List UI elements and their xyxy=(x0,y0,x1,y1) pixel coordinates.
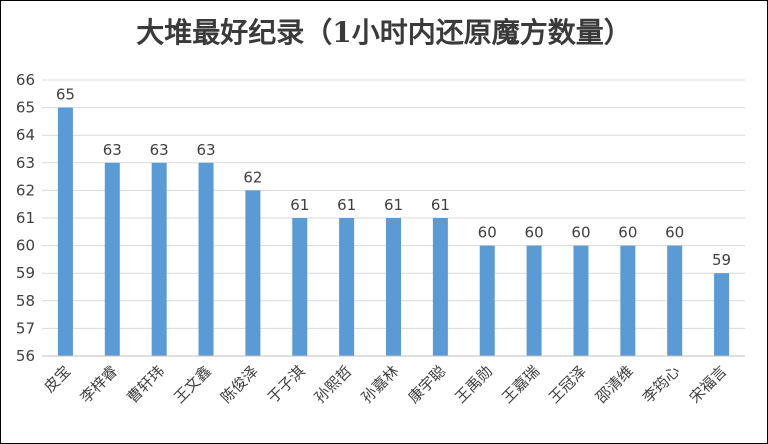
x-tick-label: 王文鑫 xyxy=(170,362,215,407)
y-tick-label: 60 xyxy=(16,237,35,255)
x-tick-label: 邵清维 xyxy=(592,362,637,407)
bar xyxy=(667,245,683,356)
y-tick-label: 56 xyxy=(16,347,35,365)
bar xyxy=(292,218,308,356)
bar xyxy=(57,107,73,356)
data-label: 62 xyxy=(243,168,262,186)
x-tick-label: 孙熙哲 xyxy=(311,362,356,407)
y-axis-ticks: 56 57 58 59 60 61 62 63 64 65 66 xyxy=(16,71,35,365)
x-tick-label: 陈俊泽 xyxy=(217,362,262,407)
data-label: 63 xyxy=(150,141,169,159)
bar xyxy=(714,273,730,356)
data-label: 60 xyxy=(665,224,684,242)
data-label: 61 xyxy=(337,196,356,214)
y-tick-label: 58 xyxy=(16,292,35,310)
x-tick-label: 王禹勋 xyxy=(452,362,497,407)
data-label: 59 xyxy=(712,251,731,269)
x-tick-label: 皮宝 xyxy=(40,362,74,396)
y-tick-label: 57 xyxy=(16,319,35,337)
x-tick-label: 王冠泽 xyxy=(545,362,590,407)
bar xyxy=(573,245,589,356)
bar xyxy=(479,245,495,356)
bar xyxy=(245,190,261,356)
data-label: 60 xyxy=(525,224,544,242)
data-label: 60 xyxy=(571,224,590,242)
bar xyxy=(198,162,214,356)
x-tick-label: 康宇聪 xyxy=(405,362,450,407)
x-tick-label: 李梓睿 xyxy=(77,362,122,407)
data-label: 65 xyxy=(56,86,75,104)
bar xyxy=(104,162,120,356)
y-tick-label: 62 xyxy=(16,181,35,199)
data-labels: 65 63 63 63 62 61 61 61 61 60 60 60 60 60 59 xyxy=(56,86,731,270)
bar xyxy=(432,218,448,356)
bar xyxy=(526,245,542,356)
x-tick-label: 曹轩玮 xyxy=(123,362,168,407)
bars xyxy=(57,107,730,356)
x-tick-label: 李筠心 xyxy=(639,362,684,407)
data-label: 60 xyxy=(478,224,497,242)
data-label: 61 xyxy=(290,196,309,214)
data-label: 61 xyxy=(384,196,403,214)
data-label: 63 xyxy=(103,141,122,159)
y-tick-label: 66 xyxy=(16,71,35,89)
chart-title: 大堆最好纪录（1小时内还原魔方数量） xyxy=(136,16,632,49)
y-tick-label: 61 xyxy=(16,209,35,227)
data-label: 61 xyxy=(431,196,450,214)
x-tick-label: 于子淇 xyxy=(264,362,309,407)
bar xyxy=(386,218,401,356)
y-tick-label: 64 xyxy=(16,126,35,144)
bar xyxy=(339,218,355,356)
bar xyxy=(620,245,636,356)
data-label: 63 xyxy=(196,141,215,159)
x-tick-label: 孙嘉林 xyxy=(358,362,403,407)
bar xyxy=(151,162,167,356)
data-label: 60 xyxy=(618,224,637,242)
x-axis-ticks: 皮宝 李梓睿 曹轩玮 王文鑫 陈俊泽 于子淇 孙熙哲 孙嘉林 康宇聪 王禹勋 王嘉瑞 王冠泽 邵清维 李筠… xyxy=(40,362,730,407)
x-tick-label: 宋福言 xyxy=(686,362,731,407)
y-tick-label: 65 xyxy=(16,99,35,117)
y-tick-label: 59 xyxy=(16,264,35,282)
x-tick-label: 王嘉瑞 xyxy=(498,362,543,407)
y-tick-label: 63 xyxy=(16,154,35,172)
